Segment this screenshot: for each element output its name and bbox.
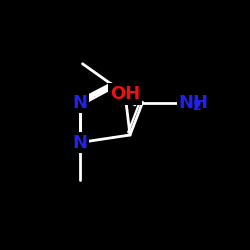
Text: OH: OH <box>110 85 140 103</box>
Text: N: N <box>72 134 88 152</box>
Text: N: N <box>72 94 88 112</box>
Text: 2: 2 <box>193 100 202 114</box>
Text: NH: NH <box>179 94 209 112</box>
